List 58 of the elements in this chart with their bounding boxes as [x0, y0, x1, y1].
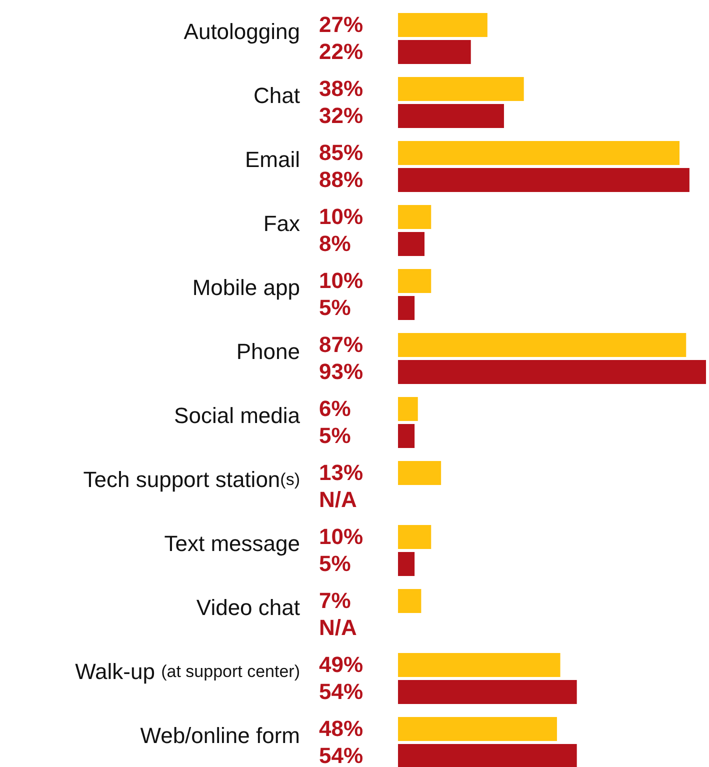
bar: [398, 296, 415, 320]
data-label: 5%: [319, 550, 351, 576]
data-label: 8%: [319, 230, 351, 256]
data-label: 10%: [319, 524, 364, 549]
bar: [398, 40, 471, 64]
y-tick-label: Walk-up (at support center): [75, 658, 300, 684]
y-tick-label: Fax: [263, 210, 300, 236]
bar: [398, 653, 560, 677]
data-label: 85%: [319, 140, 364, 165]
bar: [398, 717, 557, 741]
bar: [398, 333, 686, 357]
data-label: 49%: [319, 652, 364, 677]
y-tick-label: Email: [244, 146, 300, 172]
y-tick-label: Phone: [236, 338, 300, 364]
data-label: 10%: [319, 268, 364, 293]
text: N/A: [319, 486, 357, 512]
y-tick-label: Social media: [174, 402, 301, 428]
data-label: 54%: [319, 742, 364, 767]
bar: [398, 461, 442, 485]
data-label: 5%: [319, 422, 351, 448]
bar: [398, 168, 690, 192]
bar: [398, 232, 424, 256]
bar: [398, 360, 706, 384]
y-tick-label: Video chat: [196, 594, 300, 620]
data-label: 13%: [319, 460, 364, 485]
data-label: 10%: [319, 204, 364, 229]
data-label: 88%: [319, 166, 364, 192]
bar: [398, 525, 432, 549]
bar: [398, 13, 488, 37]
data-label: 27%: [319, 12, 364, 37]
data-label: 93%: [319, 358, 364, 384]
bar: [398, 77, 524, 101]
bar: [398, 397, 418, 421]
y-tick-label: Tech support station(s): [83, 466, 300, 492]
bar: [398, 552, 415, 576]
data-label: 48%: [319, 716, 364, 741]
data-label: 54%: [319, 678, 364, 704]
bar: [398, 680, 577, 704]
data-label: 5%: [319, 294, 351, 320]
data-label: 6%: [319, 396, 351, 421]
bar: [398, 104, 504, 128]
data-label: 38%: [319, 76, 364, 101]
y-tick-label: Web/online form: [140, 722, 300, 748]
bar: [398, 424, 415, 448]
bar: [398, 744, 577, 767]
y-tick-label: Text message: [164, 530, 300, 556]
bar: [398, 141, 680, 165]
text: N/A: [319, 614, 357, 640]
y-tick-label: Mobile app: [192, 274, 300, 300]
bar: [398, 205, 432, 229]
data-label: 32%: [319, 102, 364, 128]
data-label: 7%: [319, 588, 351, 613]
bar: [398, 589, 422, 613]
y-tick-label: Autologging: [184, 18, 300, 44]
bar: [398, 269, 432, 293]
y-tick-label: Chat: [254, 82, 300, 108]
data-label: 22%: [319, 38, 364, 64]
data-label: 87%: [319, 332, 364, 357]
